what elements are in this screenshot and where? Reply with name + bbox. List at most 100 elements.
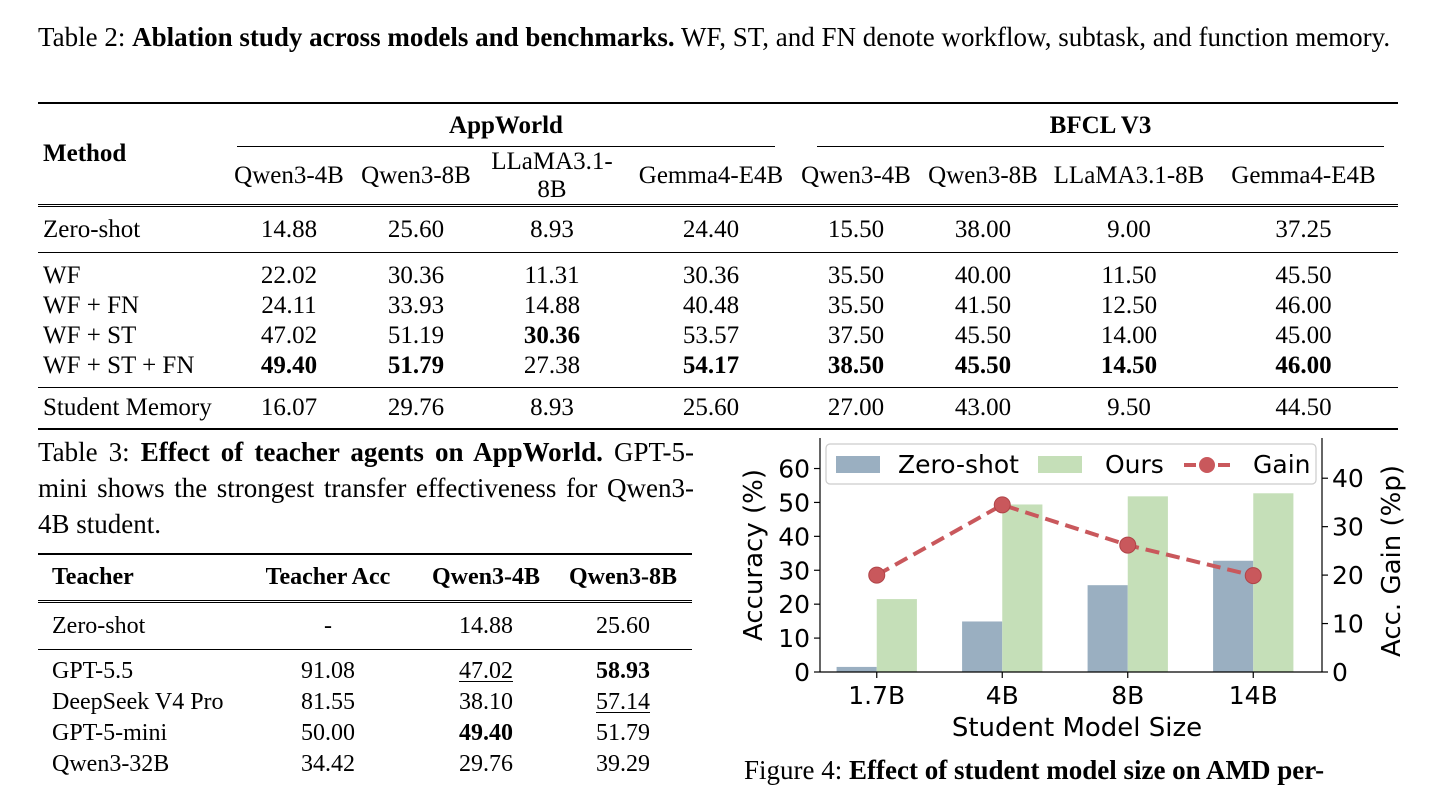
table-cell: 47.02 (459, 658, 513, 684)
table2-caption-prefix: Table 2: (38, 22, 133, 52)
table-cell: 43.00 (954, 394, 1012, 421)
table-cell: 29.76 (387, 394, 445, 421)
table-cell: 8.93 (530, 215, 574, 243)
model-header: Qwen3-4B (801, 162, 911, 189)
table-row: Student Memory 16.07 29.76 8.93 25.60 27.00 43… (38, 388, 1398, 429)
x-tick-label: 1.7B (848, 681, 905, 710)
row-label: GPT-5.5 (52, 658, 134, 684)
table-row: Zero-shot 14.88 25.60 8.93 24.40 15.50 38.00 9.… (38, 207, 1398, 253)
y-tick-label: 60 (778, 455, 810, 484)
row-label: Zero-shot (43, 215, 141, 243)
row-label: WF + FN (43, 292, 140, 319)
y2-axis-label: Acc. Gain (%p) (1377, 465, 1407, 657)
legend-label-gain: Gain (1253, 450, 1310, 479)
ours-bar (1253, 493, 1294, 672)
ablation-table: Method AppWorld BFCL V3 Qwen3-4B Qwen3-8B… (38, 102, 1398, 431)
table-cell: 14.88 (459, 612, 513, 639)
legend-swatch-gain-point (1199, 457, 1215, 473)
table-cell: 49.40 (260, 352, 318, 379)
table-cell: 37.25 (1275, 215, 1332, 243)
table-cell: 14.50 (1100, 352, 1158, 379)
table-cell: 27.00 (827, 394, 885, 421)
table-cell: 45.50 (954, 352, 1012, 379)
legend-swatch-zero-shot (836, 456, 880, 473)
table-row: WF + FN 24.11 33.93 14.88 40.48 35.50 41.50 12.… (38, 291, 1398, 321)
row-label: Zero-shot (52, 612, 146, 639)
group-header-bfcl: BFCL V3 (795, 104, 1398, 148)
model-header: LLaMA3.1-8B (1053, 162, 1205, 189)
y-tick-label: 20 (778, 590, 810, 619)
row-label: Qwen3-32B (52, 751, 170, 777)
table-cell: 34.42 (301, 751, 355, 777)
row-label: DeepSeek V4 Pro (52, 689, 224, 715)
table-cell: 45.50 (954, 322, 1012, 349)
table-cell: 46.00 (1275, 292, 1332, 319)
table3-caption: Table 3: Effect of teacher agents on App… (38, 434, 694, 542)
zero-shot-bar (962, 621, 1003, 672)
ours-bar (1127, 496, 1168, 672)
table-cell: - (324, 612, 332, 639)
table-cell: 35.50 (827, 262, 885, 289)
gain-point (1244, 567, 1262, 585)
y2-tick-label: 20 (1332, 561, 1364, 590)
figure4-caption: Figure 4: Effect of student model size o… (744, 752, 1404, 788)
table-cell: 29.76 (459, 751, 513, 777)
group-label-appworld: AppWorld (237, 106, 775, 147)
table-cell: 30.36 (387, 262, 445, 289)
table2-caption: Table 2: Ablation study across models an… (38, 19, 1400, 55)
group-header-appworld: AppWorld (223, 104, 795, 148)
table-cell: 11.31 (524, 262, 580, 289)
zero-shot-bar (1087, 585, 1128, 672)
row-label: WF + ST + FN (43, 352, 195, 379)
model-header: Qwen3-4B (234, 162, 344, 189)
model-header: Gemma4-E4B (1231, 162, 1376, 189)
table-cell: 25.60 (596, 612, 650, 639)
table-cell: 44.50 (1275, 394, 1332, 421)
gain-point (1119, 536, 1137, 554)
table-row: GPT-5-mini 50.00 49.40 51.79 (38, 718, 692, 749)
y2-tick-label: 10 (1332, 610, 1364, 639)
table-cell: 46.00 (1275, 352, 1332, 379)
table-row: WF 22.02 30.36 11.31 30.36 35.50 40.00 11.50 45.… (38, 253, 1398, 291)
table2-caption-title: Ablation study across models and benchma… (132, 22, 675, 52)
table-cell: 30.36 (682, 262, 740, 289)
table2-caption-text: WF, ST, and FN denote workflow, subtask,… (674, 22, 1391, 52)
table-cell: 8.93 (530, 394, 574, 421)
gain-line (875, 502, 1254, 578)
table-cell: 57.14 (596, 689, 650, 715)
table-cell: 40.48 (682, 292, 740, 319)
table-cell: 35.50 (827, 292, 885, 319)
row-label: GPT-5-mini (52, 720, 168, 746)
legend-swatch-ours (1038, 456, 1082, 473)
table-cell: 25.60 (682, 394, 740, 421)
table-cell: 58.93 (596, 658, 650, 684)
table3-caption-text: GPT-5-mini shows the strongest transfer … (38, 437, 695, 539)
y2-tick-label: 0 (1332, 658, 1348, 687)
ours-bar (876, 599, 917, 672)
table-cell: 12.50 (1100, 292, 1158, 319)
table-cell: 51.79 (387, 352, 445, 379)
x-tick-label: 4B (986, 681, 1019, 710)
row-label: Student Memory (43, 394, 212, 421)
table-cell: 15.50 (827, 215, 885, 243)
table-cell: 81.55 (301, 689, 355, 715)
table-cell: 11.50 (1101, 262, 1157, 289)
table-cell: 30.36 (523, 322, 581, 349)
table-cell: 16.07 (260, 394, 318, 421)
method-header: Method (43, 140, 127, 167)
table-cell: 49.40 (459, 720, 513, 746)
teacher-table: Teacher Teacher Acc Qwen3-4B Qwen3-8B Ze… (38, 553, 692, 780)
table-cell: 33.93 (387, 292, 445, 319)
table-cell: 51.19 (387, 322, 445, 349)
x-tick-label: 14B (1229, 681, 1278, 710)
figure4-caption-title: Effect of student model size on AMD per- (849, 755, 1325, 785)
model-header: Qwen3-8B (361, 162, 471, 189)
gain-point (868, 566, 886, 584)
table-cell: 22.02 (260, 262, 318, 289)
table-cell: 50.00 (301, 720, 355, 746)
table-cell: 24.11 (261, 292, 317, 319)
table-row: WF + ST + FN 49.40 51.79 27.38 54.17 38.50 45.… (38, 351, 1398, 388)
figure4-caption-prefix: Figure 4: (744, 755, 849, 785)
student-size-chart: 1.7B 4B 8B 14B 0 10 20 30 40 50 60 0 10 20 30 40 Student… (739, 438, 1407, 740)
table-cell: 40.00 (954, 262, 1012, 289)
